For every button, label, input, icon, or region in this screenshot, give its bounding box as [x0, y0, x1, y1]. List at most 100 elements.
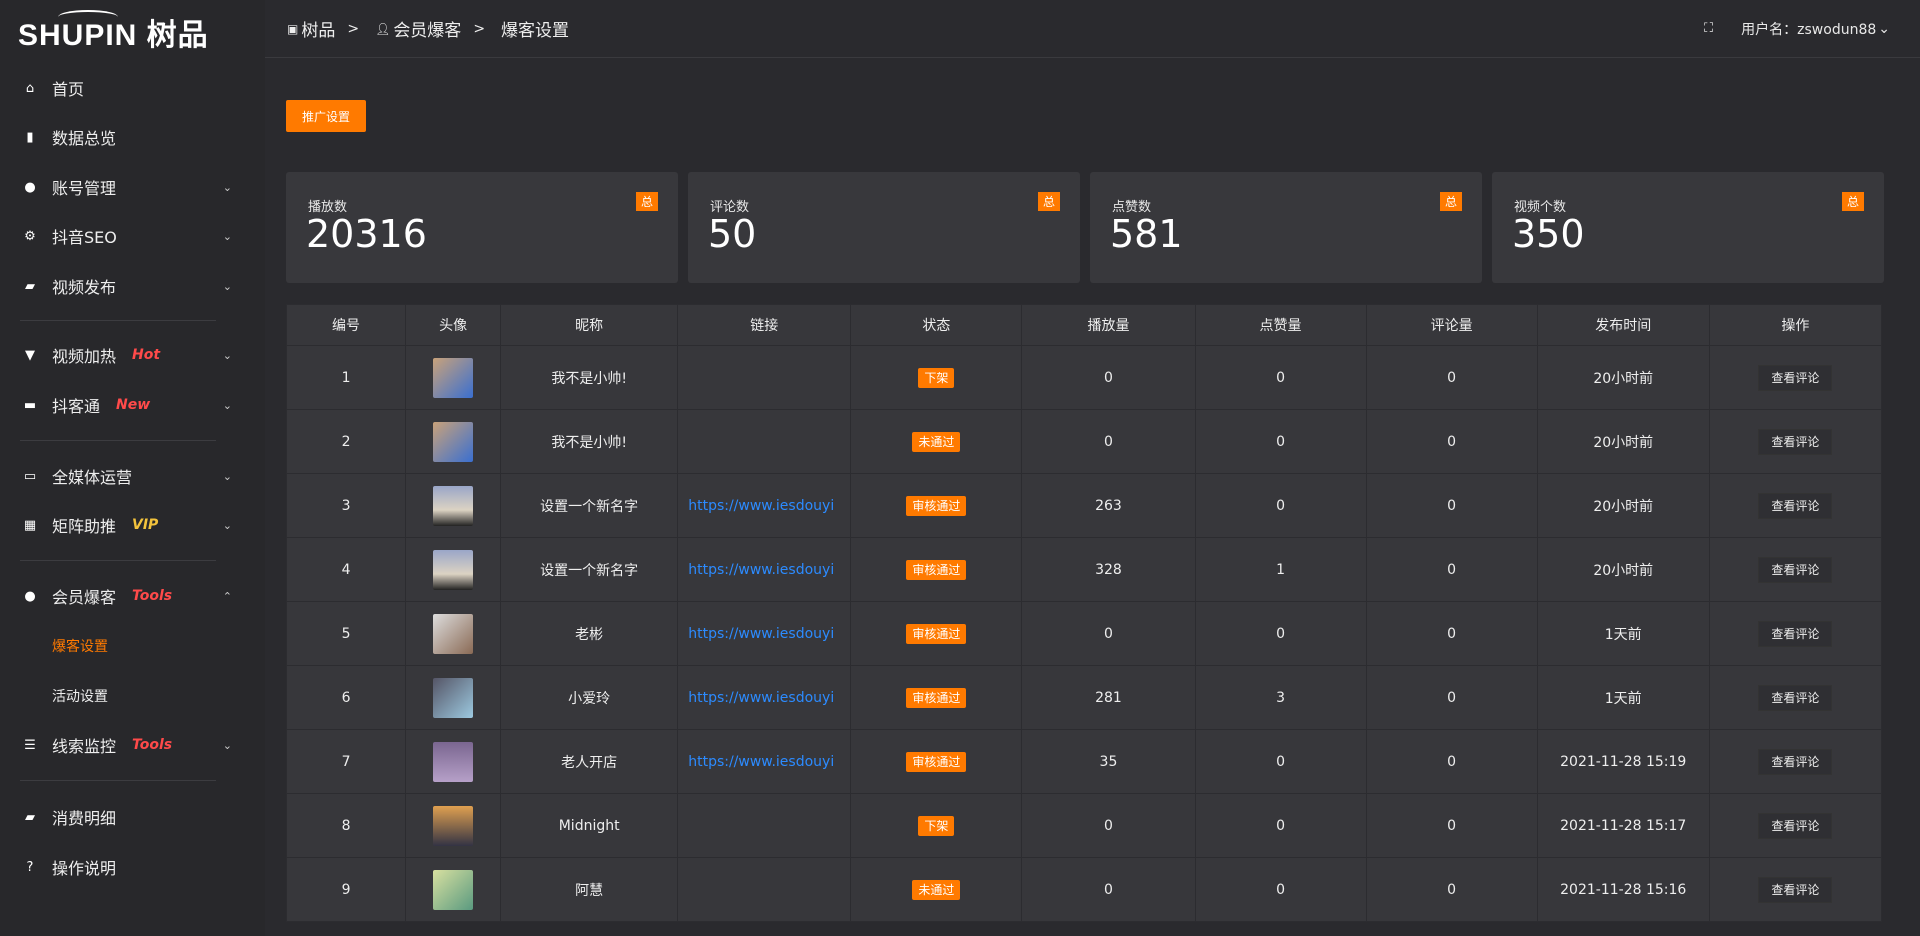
flag-icon: ▼	[25, 347, 35, 363]
view-comments-button[interactable]: 查看评论	[1758, 813, 1833, 839]
user-menu[interactable]: 用户名：zswodun88	[1741, 21, 1877, 38]
stat-value: 581	[1110, 212, 1183, 256]
sidebar-item[interactable]: ? 操作说明	[22, 852, 232, 882]
nickname: 阿慧	[500, 857, 679, 922]
data-table: 编号 头像 昵称 链接 状态 播放量 点赞量 评论量 发布时间 操作 1 我不是小帅! 下架 0 …	[285, 304, 1883, 922]
row-id: 5	[285, 601, 407, 666]
promo-settings-button[interactable]: 推广设置	[286, 100, 366, 132]
view-comments-button[interactable]: 查看评论	[1758, 621, 1833, 647]
sidebar-subitem-active[interactable]: 爆客设置	[52, 639, 108, 655]
video-link[interactable]: https://www.iesdouyin.c	[688, 689, 834, 706]
view-comments-button[interactable]: 查看评论	[1758, 877, 1833, 903]
view-comments-button[interactable]: 查看评论	[1758, 365, 1833, 391]
column-header: 昵称	[500, 304, 679, 346]
likes: 0	[1194, 793, 1367, 858]
sidebar-item[interactable]: ⚙ 抖音SEO ⌄	[22, 221, 232, 251]
chevron-icon: ⌄	[222, 469, 232, 483]
column-header: 播放量	[1021, 304, 1196, 346]
view-comments-button[interactable]: 查看评论	[1758, 557, 1833, 583]
comments: 0	[1365, 409, 1538, 474]
table-row: 5 老彬 https://www.iesdouyin.c 审核通过 0 0 0 …	[285, 601, 1883, 666]
view-comments-button[interactable]: 查看评论	[1758, 685, 1833, 711]
plays: 0	[1021, 409, 1196, 474]
sidebar-item[interactable]: ☰ 线索监控 Tools ⌄	[22, 730, 232, 760]
publish-time: 2021-11-28 15:19	[1536, 729, 1710, 794]
table-row: 9 阿慧 未通过 0 0 0 2021-11-28 15:16 查看评论	[285, 857, 1883, 922]
plays: 263	[1021, 473, 1196, 538]
likes: 3	[1194, 665, 1367, 730]
nickname: 我不是小帅!	[500, 409, 679, 474]
video-link[interactable]: https://www.iesdouyin.c	[688, 497, 834, 514]
fullscreen-icon[interactable]: ⛶	[1704, 21, 1714, 36]
sidebar-subitem[interactable]: 活动设置	[52, 689, 108, 705]
status-badge: 下架	[918, 816, 955, 836]
sidebar-item[interactable]: ▰ 消费明细	[22, 802, 232, 832]
column-header: 点赞量	[1194, 304, 1367, 346]
likes: 0	[1194, 409, 1367, 474]
breadcrumb-item[interactable]: 树品	[301, 21, 336, 41]
chevron-icon: ⌄	[222, 398, 232, 412]
view-comments-button[interactable]: 查看评论	[1758, 493, 1833, 519]
video-link[interactable]: https://www.iesdouyin.c	[688, 753, 834, 770]
stat-value: 50	[708, 212, 757, 256]
comments: 0	[1365, 857, 1538, 922]
video-link[interactable]: https://www.iesdouyin.c	[688, 561, 834, 578]
stat-card: 点赞数 581 总	[1090, 172, 1482, 283]
sidebar-item[interactable]: ▮ 数据总览	[22, 122, 232, 152]
sidebar-item[interactable]: ● 会员爆客 Tools ⌃	[22, 581, 232, 611]
row-id: 8	[285, 793, 407, 858]
column-header: 评论量	[1365, 304, 1538, 346]
sidebar-item[interactable]: ▦ 矩阵助推 VIP ⌄	[22, 510, 232, 540]
sidebar-item[interactable]: ⌂ 首页	[22, 73, 232, 103]
sidebar-item[interactable]: ▰ 视频发布 ⌄	[22, 271, 232, 301]
doc-icon: ▣	[287, 21, 299, 36]
sidebar-item[interactable]: ▬ 抖客通 New ⌄	[22, 390, 232, 420]
grid-icon: ▦	[23, 517, 37, 533]
chevron-icon: ⌄	[222, 279, 232, 293]
likes: 0	[1194, 345, 1367, 410]
stat-card: 播放数 20316 总	[286, 172, 678, 283]
video-link[interactable]: https://www.iesdouyin.c	[688, 625, 834, 642]
stat-value: 20316	[306, 212, 427, 256]
publish-time: 1天前	[1536, 601, 1710, 666]
avatar	[433, 421, 474, 462]
sidebar: SHUPIN 树品 ⌂ 首页 ▮ 数据总览 ● 账号管理 ⌄ ⚙ 抖音SEO ⌄…	[0, 0, 265, 936]
sidebar-item[interactable]: ▼ 视频加热 Hot ⌄	[22, 340, 232, 370]
logo[interactable]: SHUPIN 树品	[18, 10, 209, 54]
stat-badge: 总	[635, 192, 658, 211]
sidebar-item-label: 矩阵助推	[52, 517, 117, 536]
status-badge: 审核通过	[906, 688, 967, 708]
nickname: 我不是小帅!	[500, 345, 679, 410]
sidebar-item-label: 会员爆客	[52, 588, 117, 607]
row-id: 4	[285, 537, 407, 602]
plays: 0	[1021, 601, 1196, 666]
stat-label: 点赞数	[1112, 200, 1152, 215]
user-icon: ●	[24, 179, 36, 195]
nickname: Midnight	[500, 793, 679, 858]
breadcrumb-item[interactable]: 会员爆客	[393, 21, 462, 41]
view-comments-button[interactable]: 查看评论	[1758, 749, 1833, 775]
avatar	[433, 485, 474, 526]
status-badge: 审核通过	[906, 496, 967, 516]
stat-value: 350	[1512, 212, 1585, 256]
help-icon: ?	[26, 859, 34, 875]
stat-card: 评论数 50 总	[688, 172, 1080, 283]
sliders-icon: ☰	[24, 737, 36, 753]
status-badge: 审核通过	[906, 624, 967, 644]
sidebar-item[interactable]: ● 账号管理 ⌄	[22, 172, 232, 202]
sidebar-item[interactable]: ▭ 全媒体运营 ⌄	[22, 461, 232, 491]
comments: 0	[1365, 665, 1538, 730]
nickname: 老人开店	[500, 729, 679, 794]
chevron-icon: ⌄	[222, 738, 232, 752]
status-badge: 未通过	[912, 880, 961, 900]
nickname: 设置一个新名字	[500, 537, 679, 602]
avatar	[433, 549, 474, 590]
stat-card: 视频个数 350 总	[1492, 172, 1884, 283]
chevron-icon: ⌄	[222, 180, 232, 194]
row-id: 6	[285, 665, 407, 730]
view-comments-button[interactable]: 查看评论	[1758, 429, 1833, 455]
row-id: 3	[285, 473, 407, 538]
publish-time: 1天前	[1536, 665, 1710, 730]
plays: 328	[1021, 537, 1196, 602]
chevron-down-icon[interactable]: ⌄	[1878, 20, 1890, 37]
